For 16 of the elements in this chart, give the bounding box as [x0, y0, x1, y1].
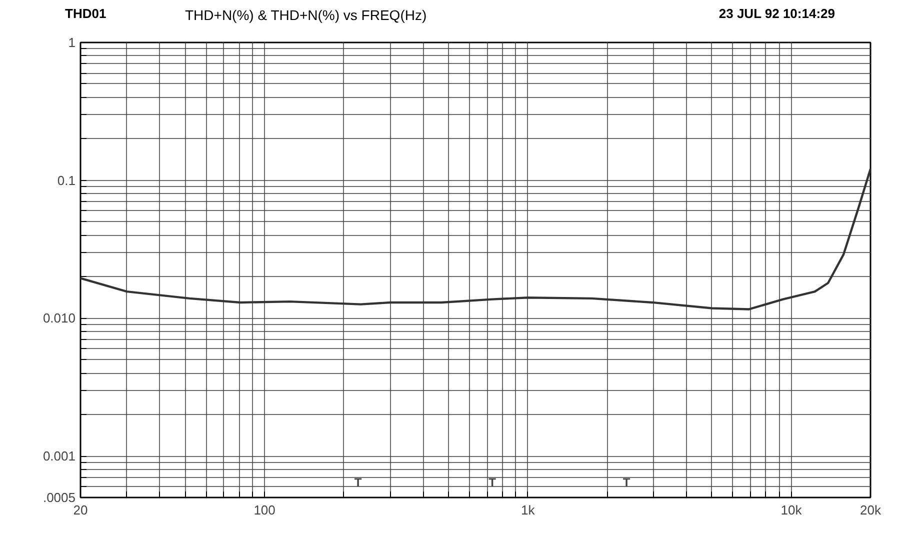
annotation: T: [354, 476, 362, 490]
annotation: T: [622, 476, 631, 490]
y-tick-label: 0.001: [42, 448, 76, 464]
y-tick-label: 0.1: [57, 172, 76, 188]
annotation: T: [488, 476, 497, 490]
x-tick-label: 20k: [860, 502, 882, 518]
chart-subtitle: THD01: [65, 5, 106, 23]
x-tick-label: 10k: [780, 502, 802, 518]
x-tick-label: 100: [254, 502, 276, 518]
x-tick-label: 1k: [521, 502, 536, 518]
x-tick-label: 20: [73, 502, 88, 518]
y-tick-label: .0005: [42, 490, 76, 505]
y-tick-label: 1: [68, 35, 76, 50]
chart-title: THD+N(%) & THD+N(%) vs FREQ(Hz): [185, 6, 427, 25]
y-tick-label: 0.010: [42, 310, 76, 326]
text: 23 JUL 92 10:14:29: [718, 5, 835, 23]
